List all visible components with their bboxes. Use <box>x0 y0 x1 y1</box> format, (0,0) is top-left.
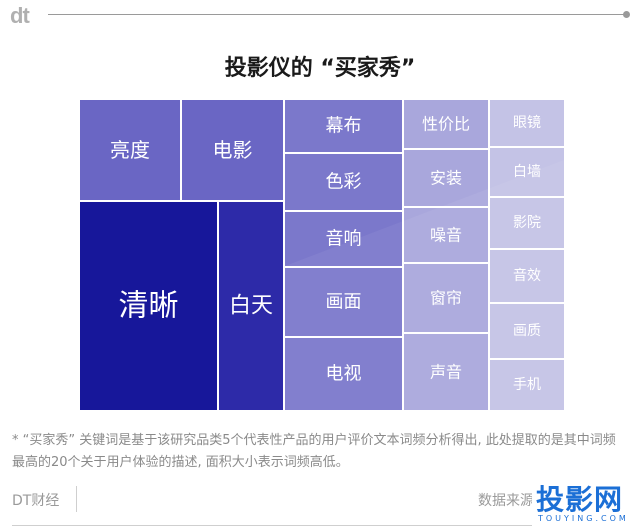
watermark-subtext: TOUYING.COM <box>538 514 629 523</box>
treemap-cell-12 <box>404 208 488 262</box>
chart-title: 投影仪的 “买家秀” <box>224 56 416 81</box>
treemap-cell-5 <box>285 100 402 152</box>
treemap-cell-20 <box>490 360 564 410</box>
treemap-cell-7 <box>285 212 402 266</box>
treemap-cell-11 <box>404 150 488 206</box>
treemap-cell-14 <box>404 334 488 410</box>
header-divider-dot <box>623 11 630 18</box>
footer-divider <box>12 525 628 526</box>
treemap-cell-15 <box>490 100 564 146</box>
treemap-cell-10 <box>404 100 488 148</box>
treemap-cell-16 <box>490 148 564 196</box>
treemap-cell-6 <box>285 154 402 210</box>
source-label: 数据来源 <box>478 493 534 509</box>
dt-logo: dt <box>10 3 30 28</box>
treemap-cell-3 <box>80 100 180 200</box>
treemap-cell-1 <box>80 202 217 410</box>
watermark: 投影网 TOUYING.COM <box>532 478 636 528</box>
brand-separator <box>76 486 77 512</box>
treemap-cell-8 <box>285 268 402 336</box>
header-divider <box>48 14 628 15</box>
footnote: * “买家秀” 关键词是基于该研究品类5个代表性产品的用户评价文本词频分析得出,… <box>12 433 616 470</box>
treemap-cell-2 <box>219 202 283 410</box>
treemap-cell-18 <box>490 250 564 302</box>
treemap-cell-9 <box>285 338 402 410</box>
treemap-cell-17 <box>490 198 564 248</box>
treemap-cell-4 <box>182 100 283 200</box>
treemap-cell-13 <box>404 264 488 332</box>
treemap-cell-19 <box>490 304 564 358</box>
brand-label: DT财经 <box>12 493 60 509</box>
watermark-text: 投影网 <box>536 483 624 516</box>
